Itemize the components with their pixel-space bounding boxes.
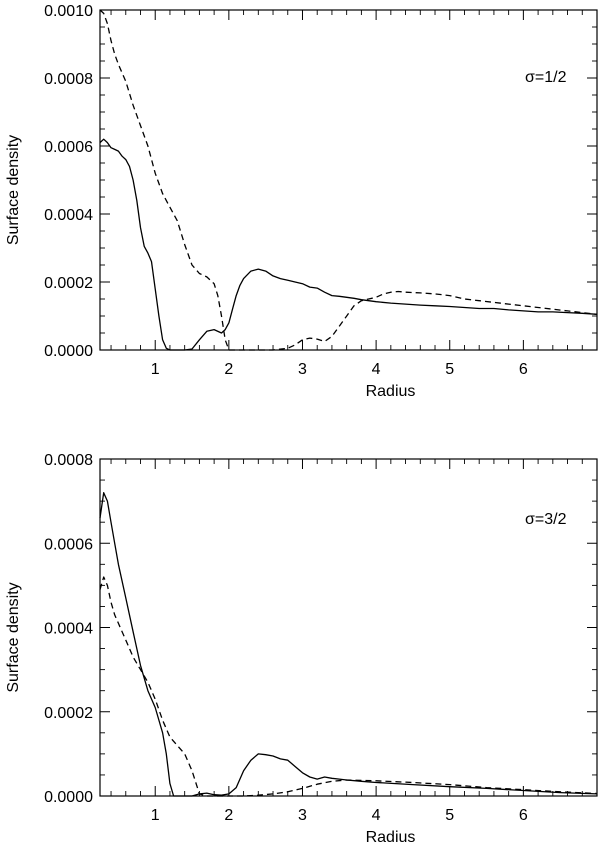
chart-panel-bottom: 1 2 3 4 5 6 0.0000 0.0002 0.0004 0.0006 0.0008 Ra… [5,452,598,846]
x-tick-label: 2 [224,361,233,378]
x-tick-label: 3 [298,361,307,378]
y-tick-label: 0.0010 [44,3,93,20]
y-ticks-top: 0.0000 0.0002 0.0004 0.0006 0.0008 0.0010 [44,3,597,360]
x-tick-label: 6 [519,361,528,378]
x-tick-label: 5 [445,807,454,824]
series-line-solid-top [99,138,598,351]
y-axis-label-top: Surface density [5,135,22,245]
x-tick-label: 1 [151,807,160,824]
x-ticks-bottom: 1 2 3 4 5 6 [110,459,583,824]
y-tick-label: 0.0004 [44,621,93,638]
series-layer-bottom [99,492,598,797]
plot-frame-bottom [99,458,598,797]
x-tick-label: 6 [519,807,528,824]
x-tick-label: 3 [298,807,307,824]
y-tick-label: 0.0006 [44,536,93,553]
y-tick-label: 0.0004 [44,207,93,224]
x-axis-label-top: Radius [366,383,416,400]
series-line-solid-bottom [99,492,598,797]
y-tick-label: 0.0002 [44,275,93,292]
panel-annotation-bottom: σ=3/2 [525,511,567,528]
y-tick-label: 0.0006 [44,139,93,156]
x-axis-label-bottom: Radius [366,829,416,846]
y-tick-label: 0.0008 [44,452,93,469]
plot-frame-top [99,9,598,351]
y-tick-label: 0.0008 [44,71,93,88]
x-tick-label: 4 [372,361,381,378]
y-axis-label-bottom: Surface density [5,582,22,692]
y-tick-label: 0.0002 [44,705,93,722]
y-ticks-bottom: 0.0000 0.0002 0.0004 0.0006 0.0008 [44,452,597,806]
series-line-dashed-top [99,9,598,351]
panel-annotation-top: σ=1/2 [525,69,567,86]
x-tick-label: 4 [372,807,381,824]
x-tick-label: 1 [151,361,160,378]
x-tick-label: 2 [224,807,233,824]
y-tick-label: 0.0000 [44,789,93,806]
y-tick-label: 0.0000 [44,343,93,360]
series-layer-top [99,9,598,351]
series-line-dashed-bottom [99,576,598,797]
x-tick-label: 5 [445,361,454,378]
x-ticks-top: 1 2 3 4 5 6 [110,10,583,378]
